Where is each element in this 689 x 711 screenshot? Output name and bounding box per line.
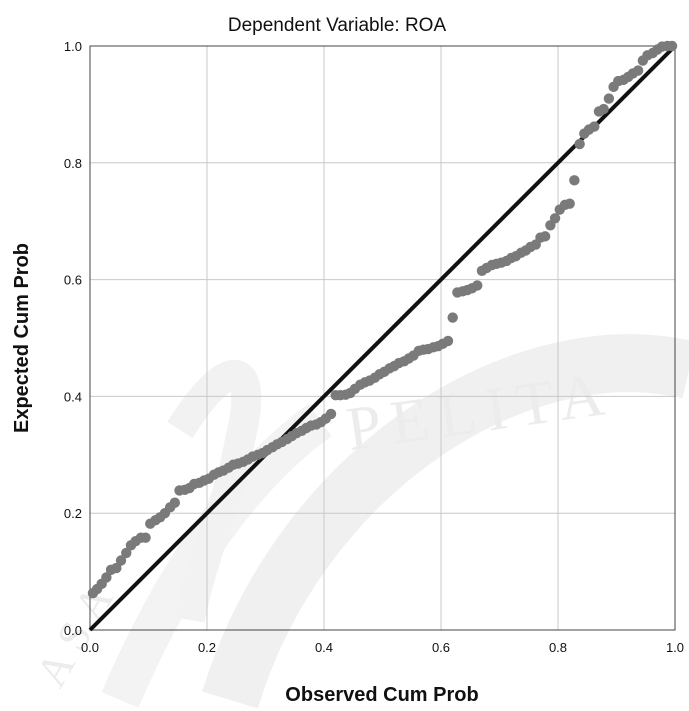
y-tick-label: 1.0 bbox=[64, 39, 82, 54]
data-point bbox=[115, 555, 127, 566]
data-point bbox=[447, 312, 458, 323]
data-point bbox=[325, 408, 337, 420]
tick-labels: 0.0 0.2 0.4 0.6 0.8 1.0 0.0 0.2 0.4 0.6 0.8 1.0 bbox=[64, 39, 684, 655]
chart-title: Dependent Variable: ROA bbox=[228, 15, 447, 36]
y-tick-label: 0.0 bbox=[64, 623, 82, 638]
data-point bbox=[574, 138, 585, 150]
x-tick-label: 0.6 bbox=[432, 640, 450, 655]
y-tick-label: 0.4 bbox=[64, 389, 82, 404]
data-point bbox=[101, 572, 112, 583]
x-tick-label: 1.0 bbox=[666, 640, 684, 655]
data-point bbox=[598, 103, 609, 115]
x-tick-label: 0.2 bbox=[198, 640, 216, 655]
data-point bbox=[121, 547, 132, 559]
data-point bbox=[564, 198, 575, 209]
y-tick-label: 0.8 bbox=[64, 156, 82, 171]
data-point bbox=[472, 280, 483, 291]
y-axis-label: Expected Cum Prob bbox=[11, 243, 33, 433]
plot-frame bbox=[89, 45, 676, 631]
data-point bbox=[442, 335, 454, 347]
x-tick-label: 0.8 bbox=[549, 640, 567, 655]
data-point bbox=[549, 213, 561, 224]
y-tick-label: 0.6 bbox=[64, 273, 82, 288]
watermark-seal: PELITA ASA bbox=[26, 334, 689, 709]
data-point bbox=[589, 121, 600, 132]
data-point bbox=[603, 93, 615, 104]
data-points bbox=[87, 40, 678, 599]
x-tick-label: 0.0 bbox=[81, 640, 99, 655]
data-point bbox=[632, 65, 644, 76]
data-point bbox=[111, 562, 122, 574]
data-point bbox=[169, 497, 181, 508]
y-tick-label: 0.2 bbox=[64, 506, 82, 521]
data-point bbox=[140, 532, 151, 543]
x-tick-label: 0.4 bbox=[315, 640, 333, 655]
data-point bbox=[539, 231, 551, 242]
data-point bbox=[569, 175, 580, 186]
x-axis-label: Observed Cum Prob bbox=[285, 684, 478, 706]
data-point bbox=[666, 40, 678, 52]
